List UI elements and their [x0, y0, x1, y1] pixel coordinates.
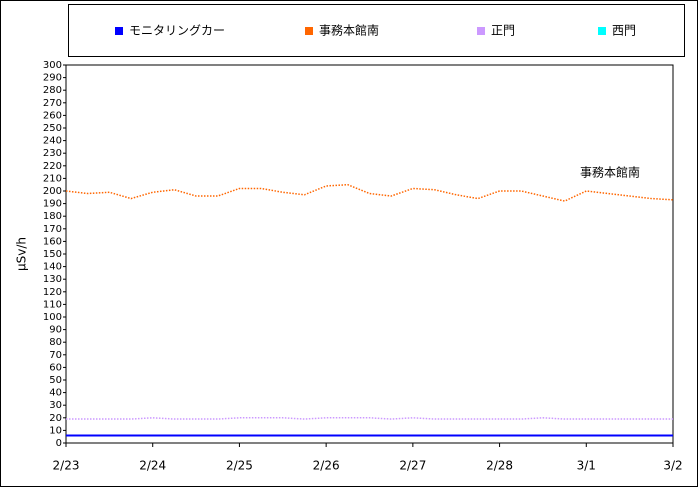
series-line — [65, 183, 674, 202]
y-tick-label: 170 — [43, 224, 62, 235]
plot-area — [65, 64, 674, 444]
y-tick-label: 110 — [43, 299, 62, 310]
x-tick-label: 3/1 — [577, 459, 596, 473]
legend-label: 事務本館南 — [319, 23, 379, 38]
legend-swatch — [598, 27, 606, 35]
y-tick-label: 200 — [43, 186, 62, 197]
y-tick-label: 50 — [49, 375, 62, 386]
y-tick-label: 100 — [43, 312, 62, 323]
legend-label: 西門 — [612, 24, 636, 38]
y-tick-label: 220 — [43, 161, 62, 172]
y-tick-label: 250 — [43, 123, 62, 134]
y-tick-label: 280 — [43, 85, 62, 96]
y-tick-label: 240 — [43, 136, 62, 147]
x-tick-label: 2/28 — [486, 459, 513, 473]
y-tick-label: 210 — [43, 173, 62, 184]
y-tick-label: 80 — [49, 337, 62, 348]
y-tick-label: 150 — [43, 249, 62, 260]
legend-box — [68, 4, 685, 57]
y-tick-label: 20 — [49, 413, 62, 424]
x-tick-label: 2/25 — [226, 459, 253, 473]
legend-swatch — [305, 27, 313, 35]
y-axis-label: μSv/h — [15, 237, 29, 271]
legend-label: モニタリングカー — [129, 24, 225, 38]
y-tick-label: 30 — [49, 400, 62, 411]
series-line — [66, 417, 673, 420]
x-tick-label: 2/23 — [53, 459, 80, 473]
y-tick-label: 180 — [43, 211, 62, 222]
y-tick-label: 130 — [43, 274, 62, 285]
legend-swatch — [477, 27, 485, 35]
x-tick-label: 2/24 — [139, 459, 166, 473]
x-tick-label: 2/27 — [399, 459, 426, 473]
legend-swatch — [115, 27, 123, 35]
y-tick-label: 40 — [49, 388, 62, 399]
y-tick-label: 90 — [49, 325, 62, 336]
legend-label: 正門 — [491, 24, 515, 38]
y-tick-label: 120 — [43, 287, 62, 298]
y-tick-label: 190 — [43, 199, 62, 210]
y-tick-label: 270 — [43, 98, 62, 109]
y-tick-label: 300 — [43, 60, 62, 71]
y-tick-label: 0 — [56, 438, 62, 449]
y-tick-label: 230 — [43, 148, 62, 159]
y-tick-label: 260 — [43, 110, 62, 121]
y-tick-label: 160 — [43, 236, 62, 247]
annotation: 事務本館南 — [580, 165, 640, 180]
y-tick-label: 10 — [49, 425, 62, 436]
x-tick-label: 3/2 — [663, 459, 682, 473]
y-tick-label: 60 — [49, 362, 62, 373]
y-tick-label: 70 — [49, 350, 62, 361]
x-tick-label: 2/26 — [313, 459, 340, 473]
y-tick-label: 290 — [43, 73, 62, 84]
y-tick-label: 140 — [43, 262, 62, 273]
